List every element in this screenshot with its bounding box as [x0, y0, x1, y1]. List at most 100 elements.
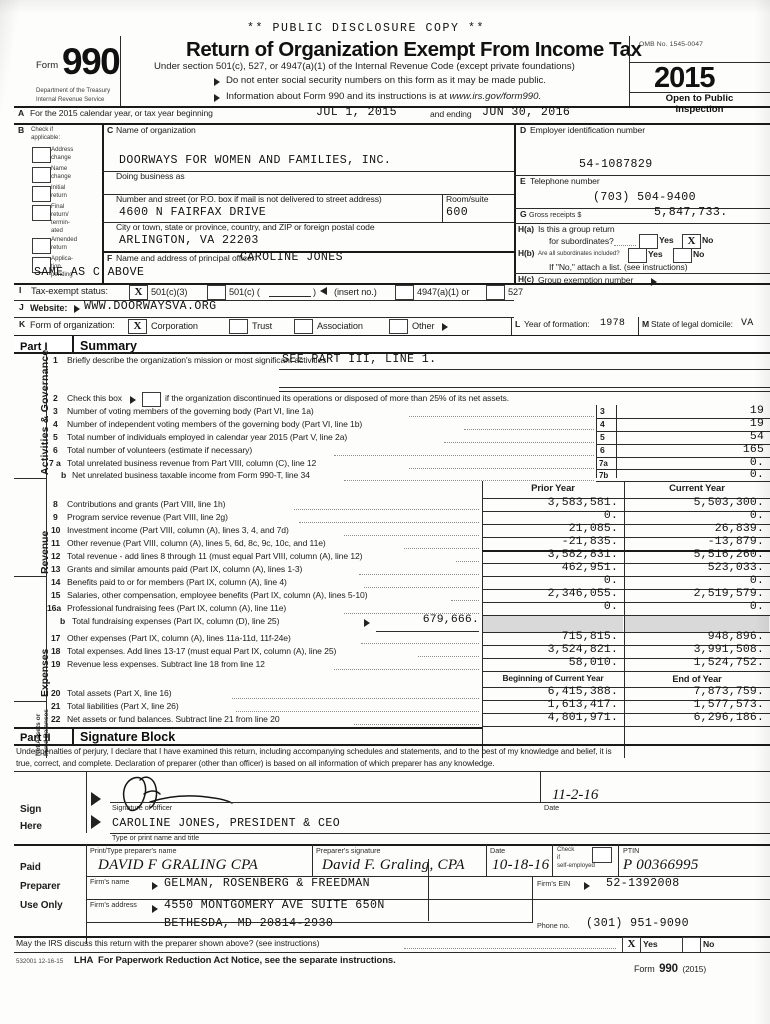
checkbox-501c[interactable]	[207, 285, 226, 300]
phone-value[interactable]: (301) 951-9090	[586, 917, 690, 930]
officer-printed-name[interactable]: CAROLINE JONES, PRESIDENT & CEO	[112, 817, 341, 830]
checkbox-initial-return[interactable]	[32, 186, 51, 202]
checkbox-subordinates-yes[interactable]	[628, 248, 647, 263]
line-10-current-year[interactable]: 26,839.	[714, 523, 764, 535]
tax-year-begin-date[interactable]: JUL 1, 2015	[316, 106, 397, 119]
checkbox-subordinates-no[interactable]	[673, 248, 692, 263]
line-16a-prior-year[interactable]: 0.	[603, 601, 618, 613]
checkbox-discontinued-operations[interactable]	[142, 392, 161, 407]
principal-officer-name[interactable]: CAROLINE JONES	[240, 251, 344, 264]
line-9-prior-year[interactable]: 0.	[603, 510, 618, 522]
checkbox-amended-return[interactable]	[32, 238, 51, 254]
line-7a-value[interactable]: 0.	[749, 457, 764, 469]
line-21-number: 21	[51, 701, 61, 711]
gross-receipts-value[interactable]: 5,847,733.	[654, 206, 728, 219]
line-17-current-year[interactable]: 948,896.	[707, 631, 764, 643]
ein-value[interactable]: 54-1087829	[579, 158, 653, 171]
firm-address-label: Firm's address	[90, 900, 137, 909]
line-9-current-year[interactable]: 0.	[749, 510, 764, 522]
tax-year-end-date[interactable]: JUN 30, 2016	[482, 106, 571, 119]
officer-signature-date[interactable]: 11-2-16	[552, 787, 599, 803]
officer-signature-ink	[122, 776, 233, 812]
firm-address-line-1[interactable]: 4550 MONTGOMERY AVE SUITE 650N	[164, 899, 385, 912]
line-22-end-value[interactable]: 6,296,186.	[693, 712, 764, 724]
checkbox-association[interactable]	[294, 319, 313, 334]
checkbox-irs-discuss-no[interactable]	[682, 937, 701, 953]
line-14-prior-year[interactable]: 0.	[603, 575, 618, 587]
city-value[interactable]: ARLINGTON, VA 22203	[119, 234, 259, 247]
street-value[interactable]: 4600 N FAIRFAX DRIVE	[119, 206, 267, 219]
line-22-beginning-value[interactable]: 4,801,971.	[547, 712, 618, 724]
preparer-signature-value[interactable]: David F. Graling, CPA	[322, 857, 465, 873]
line-12-prior-year[interactable]: 3,582,831.	[547, 549, 618, 561]
checkbox-name-change[interactable]	[32, 167, 51, 183]
firm-ein-value[interactable]: 52-1392008	[606, 877, 680, 890]
department-line-2: Internal Revenue Service	[36, 96, 105, 103]
checkbox-group-return-no[interactable]: X	[682, 234, 701, 249]
line-16b-fundraising-value[interactable]: 679,666.	[422, 614, 479, 626]
checkbox-trust[interactable]	[229, 319, 248, 334]
line-7a-box-number: 7a	[599, 459, 608, 468]
line-7b-value[interactable]: 0.	[749, 469, 764, 481]
checkbox-corporation[interactable]: X	[128, 319, 147, 334]
open-to-public-label: Open to Public Inspection	[629, 93, 770, 115]
telephone-value[interactable]: (703) 504-9400	[593, 191, 697, 204]
line-i-letter: I	[19, 285, 22, 295]
preparer-check-label-1: Check	[557, 846, 575, 853]
firm-name-value[interactable]: GELMAN, ROSENBERG & FREEDMAN	[164, 877, 371, 890]
line-3-value[interactable]: 19	[749, 405, 764, 417]
line-16a-current-year[interactable]: 0.	[749, 601, 764, 613]
year-of-formation-value[interactable]: 1978	[600, 318, 626, 329]
checkbox-group-return-yes[interactable]	[639, 234, 658, 249]
checkbox-application-pending[interactable]	[32, 257, 51, 273]
checkbox-application-pending-label-1: Applica-	[51, 255, 74, 262]
line-1-mission-value[interactable]: SEE PART III, LINE 1.	[282, 353, 437, 366]
line-18-current-year[interactable]: 3,991,508.	[693, 644, 764, 656]
checkbox-final-return-label-2: return/	[51, 211, 69, 218]
line-4-value[interactable]: 19	[749, 418, 764, 430]
checkbox-527[interactable]	[486, 285, 505, 300]
line-5-number: 5	[53, 432, 58, 442]
firm-address-line-2[interactable]: BETHESDA, MD 20814-2930	[164, 917, 334, 930]
line-13-prior-year[interactable]: 462,951.	[561, 562, 618, 574]
line-8-prior-year[interactable]: 3,583,581.	[547, 497, 618, 509]
line-11-current-year[interactable]: -13,879.	[707, 536, 764, 548]
preparer-date-value[interactable]: 10-18-16	[492, 857, 550, 873]
state-domicile-value[interactable]: VA	[741, 318, 754, 329]
checkbox-self-employed[interactable]	[592, 847, 612, 863]
public-disclosure-banner: ** PUBLIC DISCLOSURE COPY **	[247, 22, 486, 35]
checkbox-501c3[interactable]: X	[129, 285, 148, 300]
line-15-prior-year[interactable]: 2,346,055.	[547, 588, 618, 600]
line-14-current-year[interactable]: 0.	[749, 575, 764, 587]
line-21-beginning-value[interactable]: 1,613,417.	[547, 699, 618, 711]
signature-date-label: Date	[544, 803, 560, 812]
line-5-value[interactable]: 54	[749, 431, 764, 443]
line-20-end-value[interactable]: 7,873,759.	[693, 686, 764, 698]
line-19-current-year[interactable]: 1,524,752.	[693, 657, 764, 669]
line-3-number: 3	[53, 406, 58, 416]
checkbox-4947a1[interactable]	[395, 285, 414, 300]
line-18-prior-year[interactable]: 3,524,821.	[547, 644, 618, 656]
organization-name[interactable]: DOORWAYS FOR WOMEN AND FAMILIES, INC.	[119, 154, 392, 167]
line-6-value[interactable]: 165	[742, 444, 764, 456]
line-17-prior-year[interactable]: 715,815.	[561, 631, 618, 643]
line-11-prior-year[interactable]: -21,835.	[561, 536, 618, 548]
website-value[interactable]: WWW.DOORWAYSVA.ORG	[84, 300, 217, 313]
preparer-name-value[interactable]: DAVID F GRALING CPA	[98, 857, 259, 873]
principal-officer-address[interactable]: SAME AS C ABOVE	[34, 266, 145, 279]
form-word-label: Form	[36, 60, 59, 71]
line-12-current-year[interactable]: 5,516,260.	[693, 549, 764, 561]
checkbox-other-org[interactable]	[389, 319, 408, 334]
checkbox-final-return[interactable]	[32, 205, 51, 221]
checkbox-irs-discuss-yes[interactable]: X	[622, 937, 641, 953]
line-15-current-year[interactable]: 2,519,579.	[693, 588, 764, 600]
line-8-current-year[interactable]: 5,503,300.	[693, 497, 764, 509]
checkbox-address-change[interactable]	[32, 147, 51, 163]
preparer-ptin-value[interactable]: P 00366995	[623, 857, 699, 873]
line-21-end-value[interactable]: 1,577,573.	[693, 699, 764, 711]
line-10-prior-year[interactable]: 21,085.	[568, 523, 618, 535]
line-19-prior-year[interactable]: 58,010.	[568, 657, 618, 669]
line-20-beginning-value[interactable]: 6,415,388.	[547, 686, 618, 698]
line-13-current-year[interactable]: 523,033.	[707, 562, 764, 574]
room-suite-value[interactable]: 600	[446, 206, 469, 219]
